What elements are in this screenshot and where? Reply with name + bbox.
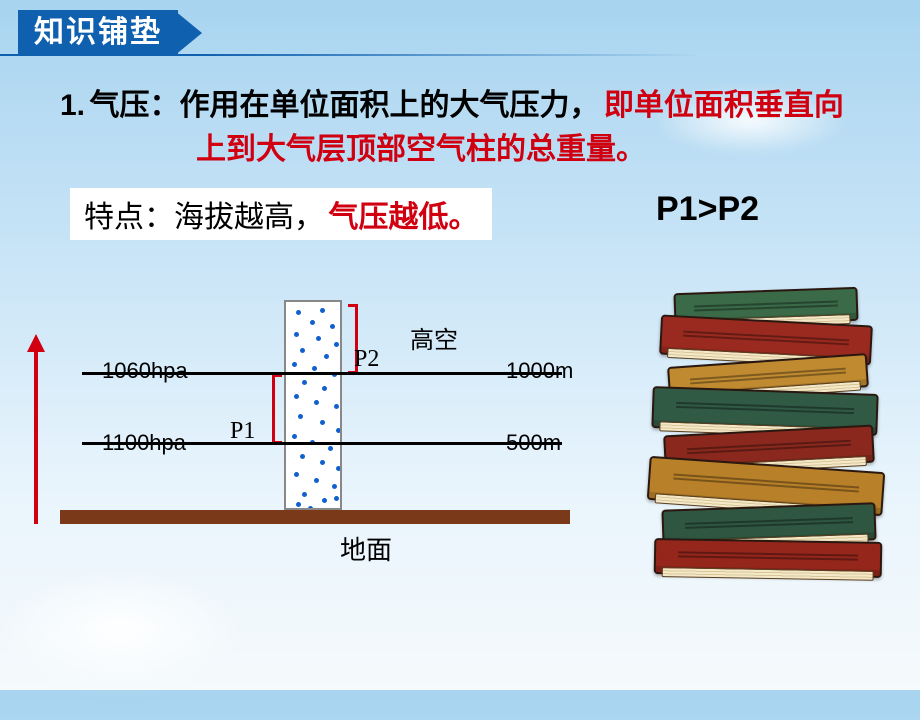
definition-red-1: 即单位面积垂直向: [604, 89, 844, 122]
air-dot: [322, 386, 327, 391]
air-dot: [314, 400, 319, 405]
pressure-diagram: 1060hpa 1100hpa 1000m 500m P2 P1 高空 地面: [20, 290, 620, 570]
air-dot: [314, 478, 319, 483]
ground-bar: [60, 510, 570, 524]
air-dot: [300, 454, 305, 459]
characteristic-red: 气压越低。: [328, 201, 478, 234]
air-dot: [302, 492, 307, 497]
air-dot: [334, 404, 339, 409]
ground-label: 地面: [340, 530, 392, 567]
air-dot: [292, 434, 297, 439]
bracket-lower: [272, 374, 282, 444]
pressure-label-lower: 1100hpa: [102, 430, 186, 456]
air-dot: [316, 336, 321, 341]
air-dot: [298, 414, 303, 419]
p1-label: P1: [230, 418, 255, 445]
air-dot: [320, 420, 325, 425]
air-dot: [300, 348, 305, 353]
air-dot: [294, 472, 299, 477]
p2-label: P2: [354, 346, 379, 373]
air-dot: [292, 362, 297, 367]
air-dot: [324, 354, 329, 359]
air-dot: [336, 428, 341, 433]
air-dot: [296, 310, 301, 315]
book: [654, 538, 883, 578]
air-dot: [328, 446, 333, 451]
air-dot: [302, 380, 307, 385]
altitude-label-lower: 500m: [506, 430, 561, 456]
definition-red-2: 上到大气层顶部空气柱的总重量。: [196, 133, 646, 166]
air-dot: [320, 308, 325, 313]
definition-black: 气压：作用在单位面积上的大气压力，: [89, 89, 599, 122]
definition-block: 1. 气压：作用在单位面积上的大气压力， 即单位面积垂直向 上到大气层顶部空气柱…: [60, 80, 890, 168]
high-air-label: 高空: [410, 320, 458, 355]
air-dot: [336, 466, 341, 471]
air-dot: [330, 324, 335, 329]
section-badge: 知识铺垫: [18, 10, 178, 56]
air-dot: [312, 366, 317, 371]
air-dot: [294, 394, 299, 399]
characteristic-label: 特点：海拔越高，: [84, 201, 324, 234]
air-dot: [294, 332, 299, 337]
pressure-label-upper: 1060hpa: [102, 358, 188, 384]
book-stack: [640, 290, 900, 580]
air-dot: [322, 498, 327, 503]
air-dot: [296, 502, 301, 507]
air-dot: [332, 484, 337, 489]
pressure-compare: P1>P2: [656, 190, 759, 229]
air-dot: [310, 320, 315, 325]
badge-triangle: [174, 10, 202, 56]
altitude-arrow-icon: [34, 350, 38, 524]
definition-number: 1.: [60, 89, 85, 122]
air-dot: [334, 342, 339, 347]
altitude-label-upper: 1000m: [506, 358, 573, 384]
characteristic-box: 特点：海拔越高， 气压越低。: [70, 188, 492, 240]
air-column: [284, 300, 342, 510]
air-dot: [334, 496, 339, 501]
air-dot: [320, 460, 325, 465]
badge-underline: [0, 54, 920, 56]
